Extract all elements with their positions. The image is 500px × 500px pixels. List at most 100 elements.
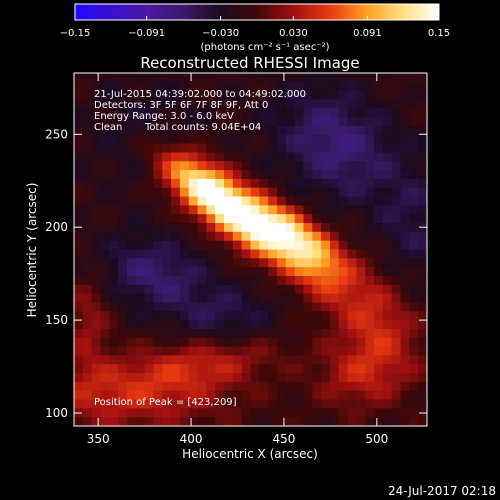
heatmap-cell (224, 346, 234, 356)
heatmap-cell (153, 275, 163, 286)
heatmap-cell (144, 143, 155, 154)
heatmap-cell (250, 302, 260, 312)
heatmap-cell (135, 117, 146, 127)
heatmap-cell (144, 187, 155, 198)
heatmap-cell (338, 231, 349, 242)
heatmap-cell (400, 302, 410, 312)
heatmap-cell (321, 355, 331, 365)
heatmap-cell (135, 170, 146, 180)
heatmap-cell (259, 373, 269, 383)
heatmap-cell (382, 143, 393, 154)
heatmap-cell (118, 178, 128, 189)
heatmap-cell (382, 178, 393, 189)
heatmap-cell (91, 337, 102, 348)
heatmap-cell (206, 390, 216, 401)
heatmap-cell (241, 231, 252, 242)
heatmap-cell (338, 240, 349, 251)
heatmap-cell (135, 284, 146, 295)
heatmap-cell (144, 408, 155, 418)
heatmap-cell (329, 284, 340, 295)
heatmap-cell (329, 205, 340, 215)
heatmap-cell (109, 293, 119, 304)
heatmap-cell (294, 81, 305, 92)
colorbar-tick-label: −0.091 (128, 28, 165, 39)
heatmap-cell (206, 311, 216, 321)
heatmap-cell (329, 117, 340, 127)
heatmap-cell (321, 231, 331, 242)
heatmap-cell (294, 170, 305, 180)
heatmap-cell (144, 90, 155, 101)
heatmap-cell (197, 90, 207, 101)
heatmap-cell (241, 205, 252, 215)
heatmap-cell (153, 125, 163, 136)
heatmap-cell (91, 240, 102, 251)
heatmap-cell (409, 152, 419, 162)
heatmap-cell (250, 214, 260, 224)
heatmap-cell (126, 81, 137, 92)
heatmap-cell (391, 311, 402, 321)
heatmap-cell (250, 99, 260, 109)
heatmap-cell (118, 399, 128, 409)
heatmap-cell (126, 231, 137, 242)
heatmap-cell (329, 293, 340, 304)
heatmap-cell (162, 178, 172, 189)
heatmap-cell (365, 258, 375, 268)
heatmap-cell (197, 346, 207, 356)
heatmap-cell (259, 364, 269, 374)
heatmap-cell (374, 161, 384, 171)
heatmap-cell (224, 381, 234, 392)
heatmap-cell (82, 355, 93, 365)
heatmap-cell (250, 223, 260, 233)
heatmap-cell (171, 125, 181, 136)
peak-position-label: Position of Peak = [423,209] (94, 397, 237, 408)
heatmap-cell (391, 399, 402, 409)
heatmap-cell (303, 249, 313, 259)
heatmap-cell (215, 249, 225, 259)
heatmap-cell (294, 231, 305, 242)
heatmap-cell (74, 390, 84, 401)
heatmap-cell (215, 390, 225, 401)
heatmap-cell (224, 134, 234, 145)
heatmap-cell (118, 134, 128, 145)
heatmap-cell (312, 267, 322, 277)
heatmap-cell (179, 81, 190, 92)
heatmap-cell (197, 152, 207, 162)
heatmap-cell (179, 355, 190, 365)
heatmap-cell (206, 187, 216, 198)
heatmap-cell (259, 214, 269, 224)
heatmap-cell (329, 187, 340, 198)
heatmap-cell (179, 302, 190, 312)
heatmap-cell (126, 152, 137, 162)
heatmap-cell (294, 258, 305, 268)
heatmap-cell (321, 328, 331, 339)
heatmap-cell (82, 284, 93, 295)
heatmap-cell (162, 161, 172, 171)
heatmap-cell (126, 337, 137, 348)
heatmap-cell (188, 364, 199, 374)
heatmap-cell (197, 223, 207, 233)
heatmap-cell (312, 223, 322, 233)
heatmap-cell (418, 275, 428, 286)
heatmap-cell (118, 187, 128, 198)
heatmap-cell (197, 293, 207, 304)
heatmap-cell (197, 284, 207, 295)
heatmap-cell (118, 417, 128, 427)
heatmap-cell (276, 125, 287, 136)
heatmap-cell (250, 346, 260, 356)
heatmap-cell (82, 90, 93, 101)
heatmap-cell (135, 320, 146, 330)
heatmap-cell (188, 284, 199, 295)
plot-frame (73, 72, 428, 427)
colorbar-tick-label: −0.15 (60, 28, 91, 39)
heatmap-cell (74, 187, 84, 198)
heatmap-cell (356, 125, 366, 136)
heatmap-cell (391, 161, 402, 171)
heatmap-cell (303, 125, 313, 136)
heatmap-cell (171, 373, 181, 383)
y-tick-label: 200 (45, 220, 68, 234)
heatmap-cell (418, 267, 428, 277)
heatmap-cell (153, 258, 163, 268)
heatmap-cell (400, 417, 410, 427)
heatmap-cell (82, 117, 93, 127)
heatmap-cell (321, 117, 331, 127)
